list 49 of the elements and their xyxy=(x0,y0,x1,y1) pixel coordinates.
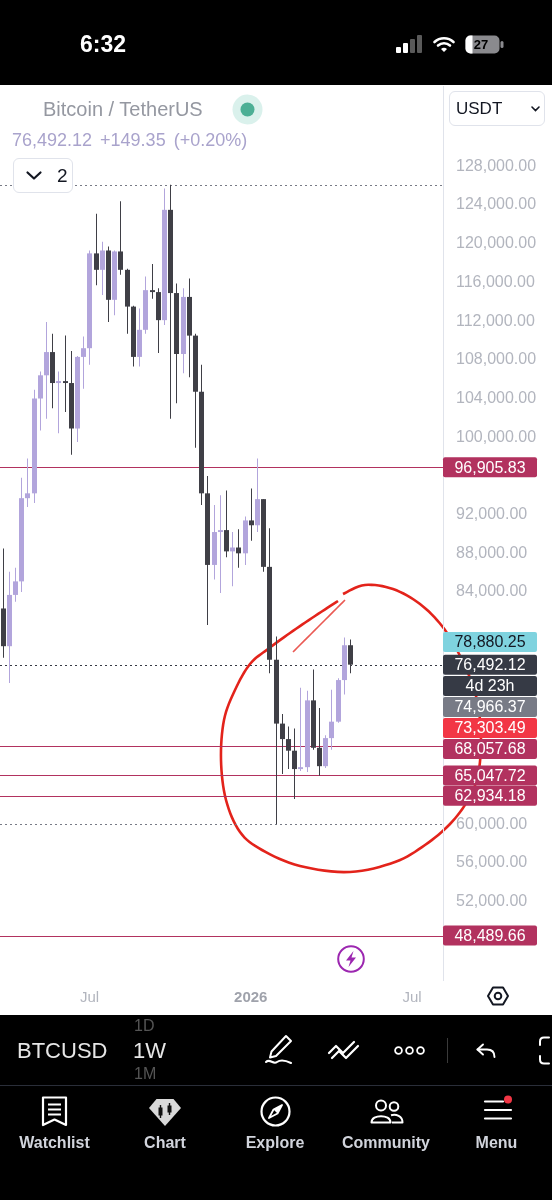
y-tick-label: 104,000.00 xyxy=(456,388,537,406)
text: 27 xyxy=(473,36,489,53)
candlestick xyxy=(56,371,61,434)
text: Watchlist xyxy=(19,1133,90,1153)
text: 74,966.37 xyxy=(454,698,526,716)
y-tick-label: 100,000.00 xyxy=(456,427,537,445)
text: 1M xyxy=(134,1064,157,1084)
text: Bitcoin / TetherUS xyxy=(43,97,203,121)
text: 6:32 xyxy=(79,31,127,59)
x-tick-label: Jul xyxy=(402,988,422,1006)
ref-line-label: 68,057.68 xyxy=(454,740,526,758)
candlestick xyxy=(218,495,223,593)
candlestick xyxy=(249,488,254,541)
candlestick xyxy=(150,264,155,299)
text: BTCUSD xyxy=(17,1037,108,1065)
y-tick-label: 112,000.00 xyxy=(456,311,535,329)
candlestick xyxy=(298,687,303,772)
y-tick-label: 60,000.00 xyxy=(456,814,528,832)
text: 1W xyxy=(133,1037,166,1065)
y-tick-label: 124,000.00 xyxy=(456,195,537,213)
text: Chart xyxy=(144,1133,186,1153)
candlestick xyxy=(25,458,30,507)
text: Community xyxy=(342,1133,430,1153)
ref-line-label: 48,489.66 xyxy=(454,927,526,944)
ref-line-label: 96,905.83 xyxy=(454,458,526,476)
text: Menu xyxy=(475,1133,518,1153)
y-tick-label: 92,000.00 xyxy=(456,505,528,523)
y-tick-label: 84,000.00 xyxy=(456,582,528,600)
text: 73,303.49 xyxy=(454,719,526,737)
y-tick-label: 108,000.00 xyxy=(456,350,537,368)
y-tick-label: 128,000.00 xyxy=(456,156,537,174)
y-tick-label: 116,000.00 xyxy=(456,272,535,290)
ref-line-label: 62,934.18 xyxy=(454,787,526,805)
text: 1D xyxy=(134,1016,155,1036)
ref-line-label: 76,492.12 xyxy=(454,656,526,674)
y-tick-label: 56,000.00 xyxy=(456,853,528,871)
annotation: 2 xyxy=(57,164,68,188)
candlestick xyxy=(63,335,68,413)
text: Explore xyxy=(245,1133,305,1153)
x-tick-label: 2026 xyxy=(234,988,268,1006)
y-tick-label: 88,000.00 xyxy=(456,543,528,561)
text: USDT xyxy=(456,98,503,120)
ref-line-label: 65,047.72 xyxy=(454,766,526,784)
text: 4d 23h xyxy=(465,677,515,695)
x-tick-label: Jul xyxy=(79,988,100,1006)
text: 76,492.12 +149.35 (+0.20%) xyxy=(12,130,248,152)
text: 78,880.25 xyxy=(454,633,526,651)
y-tick-label: 52,000.00 xyxy=(456,892,528,910)
y-tick-label: 120,000.00 xyxy=(456,234,537,252)
